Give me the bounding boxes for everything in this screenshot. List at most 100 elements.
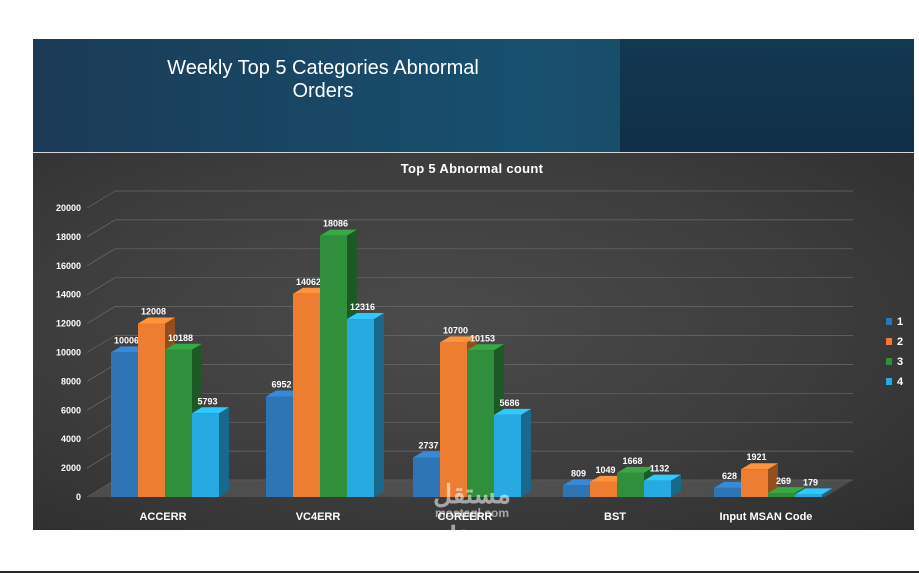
y-tick-label: 14000	[56, 290, 81, 300]
bar-s4-vc4err	[347, 319, 374, 497]
legend-label: 1	[897, 316, 903, 328]
data-label: 14062	[296, 277, 321, 287]
data-label: 5793	[197, 396, 217, 406]
y-tick-label: 12000	[56, 319, 81, 329]
bar-s2-vc4err	[293, 293, 320, 497]
bar-s3-accerr	[165, 349, 192, 497]
watermark-mostaql-en: mostaql.com	[435, 506, 509, 520]
bar-top	[617, 466, 654, 473]
y-tick-label: 18000	[56, 232, 81, 242]
data-label: 10153	[470, 333, 495, 343]
slide-title-line-1: Weekly Top 5 Categories Abnormal	[167, 57, 479, 79]
bar-s1-bst	[563, 485, 590, 497]
bar-s2-input-msan-code	[741, 469, 768, 497]
data-label: 179	[803, 477, 818, 487]
gridline-diagonal	[86, 306, 116, 324]
bar-top	[494, 408, 531, 415]
y-tick-label: 6000	[61, 405, 81, 415]
bar-side	[822, 488, 832, 497]
gridline-diagonal	[86, 248, 116, 267]
bar-s2-coreerr	[440, 342, 467, 497]
bar-s3-bst	[617, 472, 644, 497]
data-label: 10188	[168, 333, 193, 343]
legend-label: 3	[897, 356, 903, 368]
bar-s4-bst	[644, 480, 671, 497]
gridline-diagonal	[86, 219, 116, 238]
category-label: BST	[604, 511, 626, 523]
bar-top	[165, 343, 202, 350]
bar-side	[768, 463, 778, 497]
bar-side	[219, 407, 229, 497]
data-label: 12008	[141, 306, 166, 316]
gridline-diagonal	[86, 393, 116, 411]
bar-s1-vc4err	[266, 396, 293, 497]
bar-top	[440, 336, 477, 343]
legend-swatch	[886, 358, 892, 365]
legend-swatch	[886, 318, 892, 325]
data-label: 809	[571, 468, 586, 478]
gridline-diagonal	[86, 277, 116, 295]
bar-s3-vc4err	[320, 235, 347, 498]
bar-s1-coreerr	[413, 457, 440, 497]
bar-s3-input-msan-code	[768, 493, 795, 497]
category-label: ACCERR	[139, 511, 186, 523]
bar-side	[374, 313, 384, 497]
y-tick-label: 4000	[61, 434, 81, 444]
header-divider	[33, 152, 914, 153]
chart-title: Top 5 Abnormal count	[401, 161, 544, 176]
category-label: COREERR	[437, 511, 492, 523]
data-label: 628	[722, 471, 737, 481]
data-label: 18086	[323, 219, 348, 229]
data-label: 2737	[418, 440, 438, 450]
bar-s1-accerr	[111, 352, 138, 497]
data-label: 1049	[595, 465, 615, 475]
legend-swatch	[886, 378, 892, 385]
slide-title: Weekly Top 5 Categories Abnormal Orders	[148, 57, 498, 103]
bar-side	[521, 408, 531, 497]
slide-title-line-2: Orders	[292, 80, 354, 102]
bar-s4-input-msan-code	[795, 494, 822, 497]
bar-s4-accerr	[192, 413, 219, 497]
bar-top	[192, 407, 229, 414]
gridline-diagonal	[86, 364, 116, 382]
watermark-mostaql-ar: مستقل	[433, 479, 511, 509]
bar-top	[320, 229, 357, 236]
category-label: Input MSAN Code	[720, 511, 813, 523]
bar-top	[795, 488, 832, 495]
gridline-diagonal	[86, 450, 116, 469]
y-tick-label: 16000	[56, 261, 81, 271]
bar-top	[768, 487, 805, 494]
data-label: 6952	[271, 380, 291, 390]
bar-s2-bst	[590, 481, 617, 497]
bar-top	[644, 474, 681, 481]
bar-top	[347, 313, 384, 320]
legend-label: 2	[897, 336, 903, 348]
bar-top	[741, 463, 778, 470]
watermark-nafezly-en: nafezly.com	[429, 559, 491, 571]
y-tick-label: 10000	[56, 348, 81, 358]
data-label: 12316	[350, 302, 375, 312]
gridline-diagonal	[86, 190, 116, 209]
bar-side	[671, 474, 681, 497]
y-tick-label: 0	[76, 492, 81, 502]
data-label: 269	[776, 476, 791, 486]
data-label: 5686	[499, 398, 519, 408]
bar-s4-coreerr	[494, 414, 521, 497]
bar-s1-input-msan-code	[714, 487, 741, 497]
data-label: 10006	[114, 335, 139, 345]
header-side-panel	[620, 39, 914, 152]
y-tick-label: 20000	[56, 203, 81, 213]
legend-swatch	[886, 338, 892, 345]
y-tick-label: 8000	[61, 376, 81, 386]
bar-s3-coreerr	[467, 350, 494, 497]
bar-top	[138, 317, 175, 324]
data-label: 1668	[622, 456, 642, 466]
legend-label: 4	[897, 376, 904, 388]
y-tick-label: 2000	[61, 463, 81, 473]
slide-header: Weekly Top 5 Categories Abnormal Orders	[33, 39, 914, 152]
bottom-rule	[0, 571, 919, 573]
data-label: 1921	[746, 452, 766, 462]
gridline-diagonal	[86, 335, 116, 353]
bar-top	[467, 344, 504, 351]
